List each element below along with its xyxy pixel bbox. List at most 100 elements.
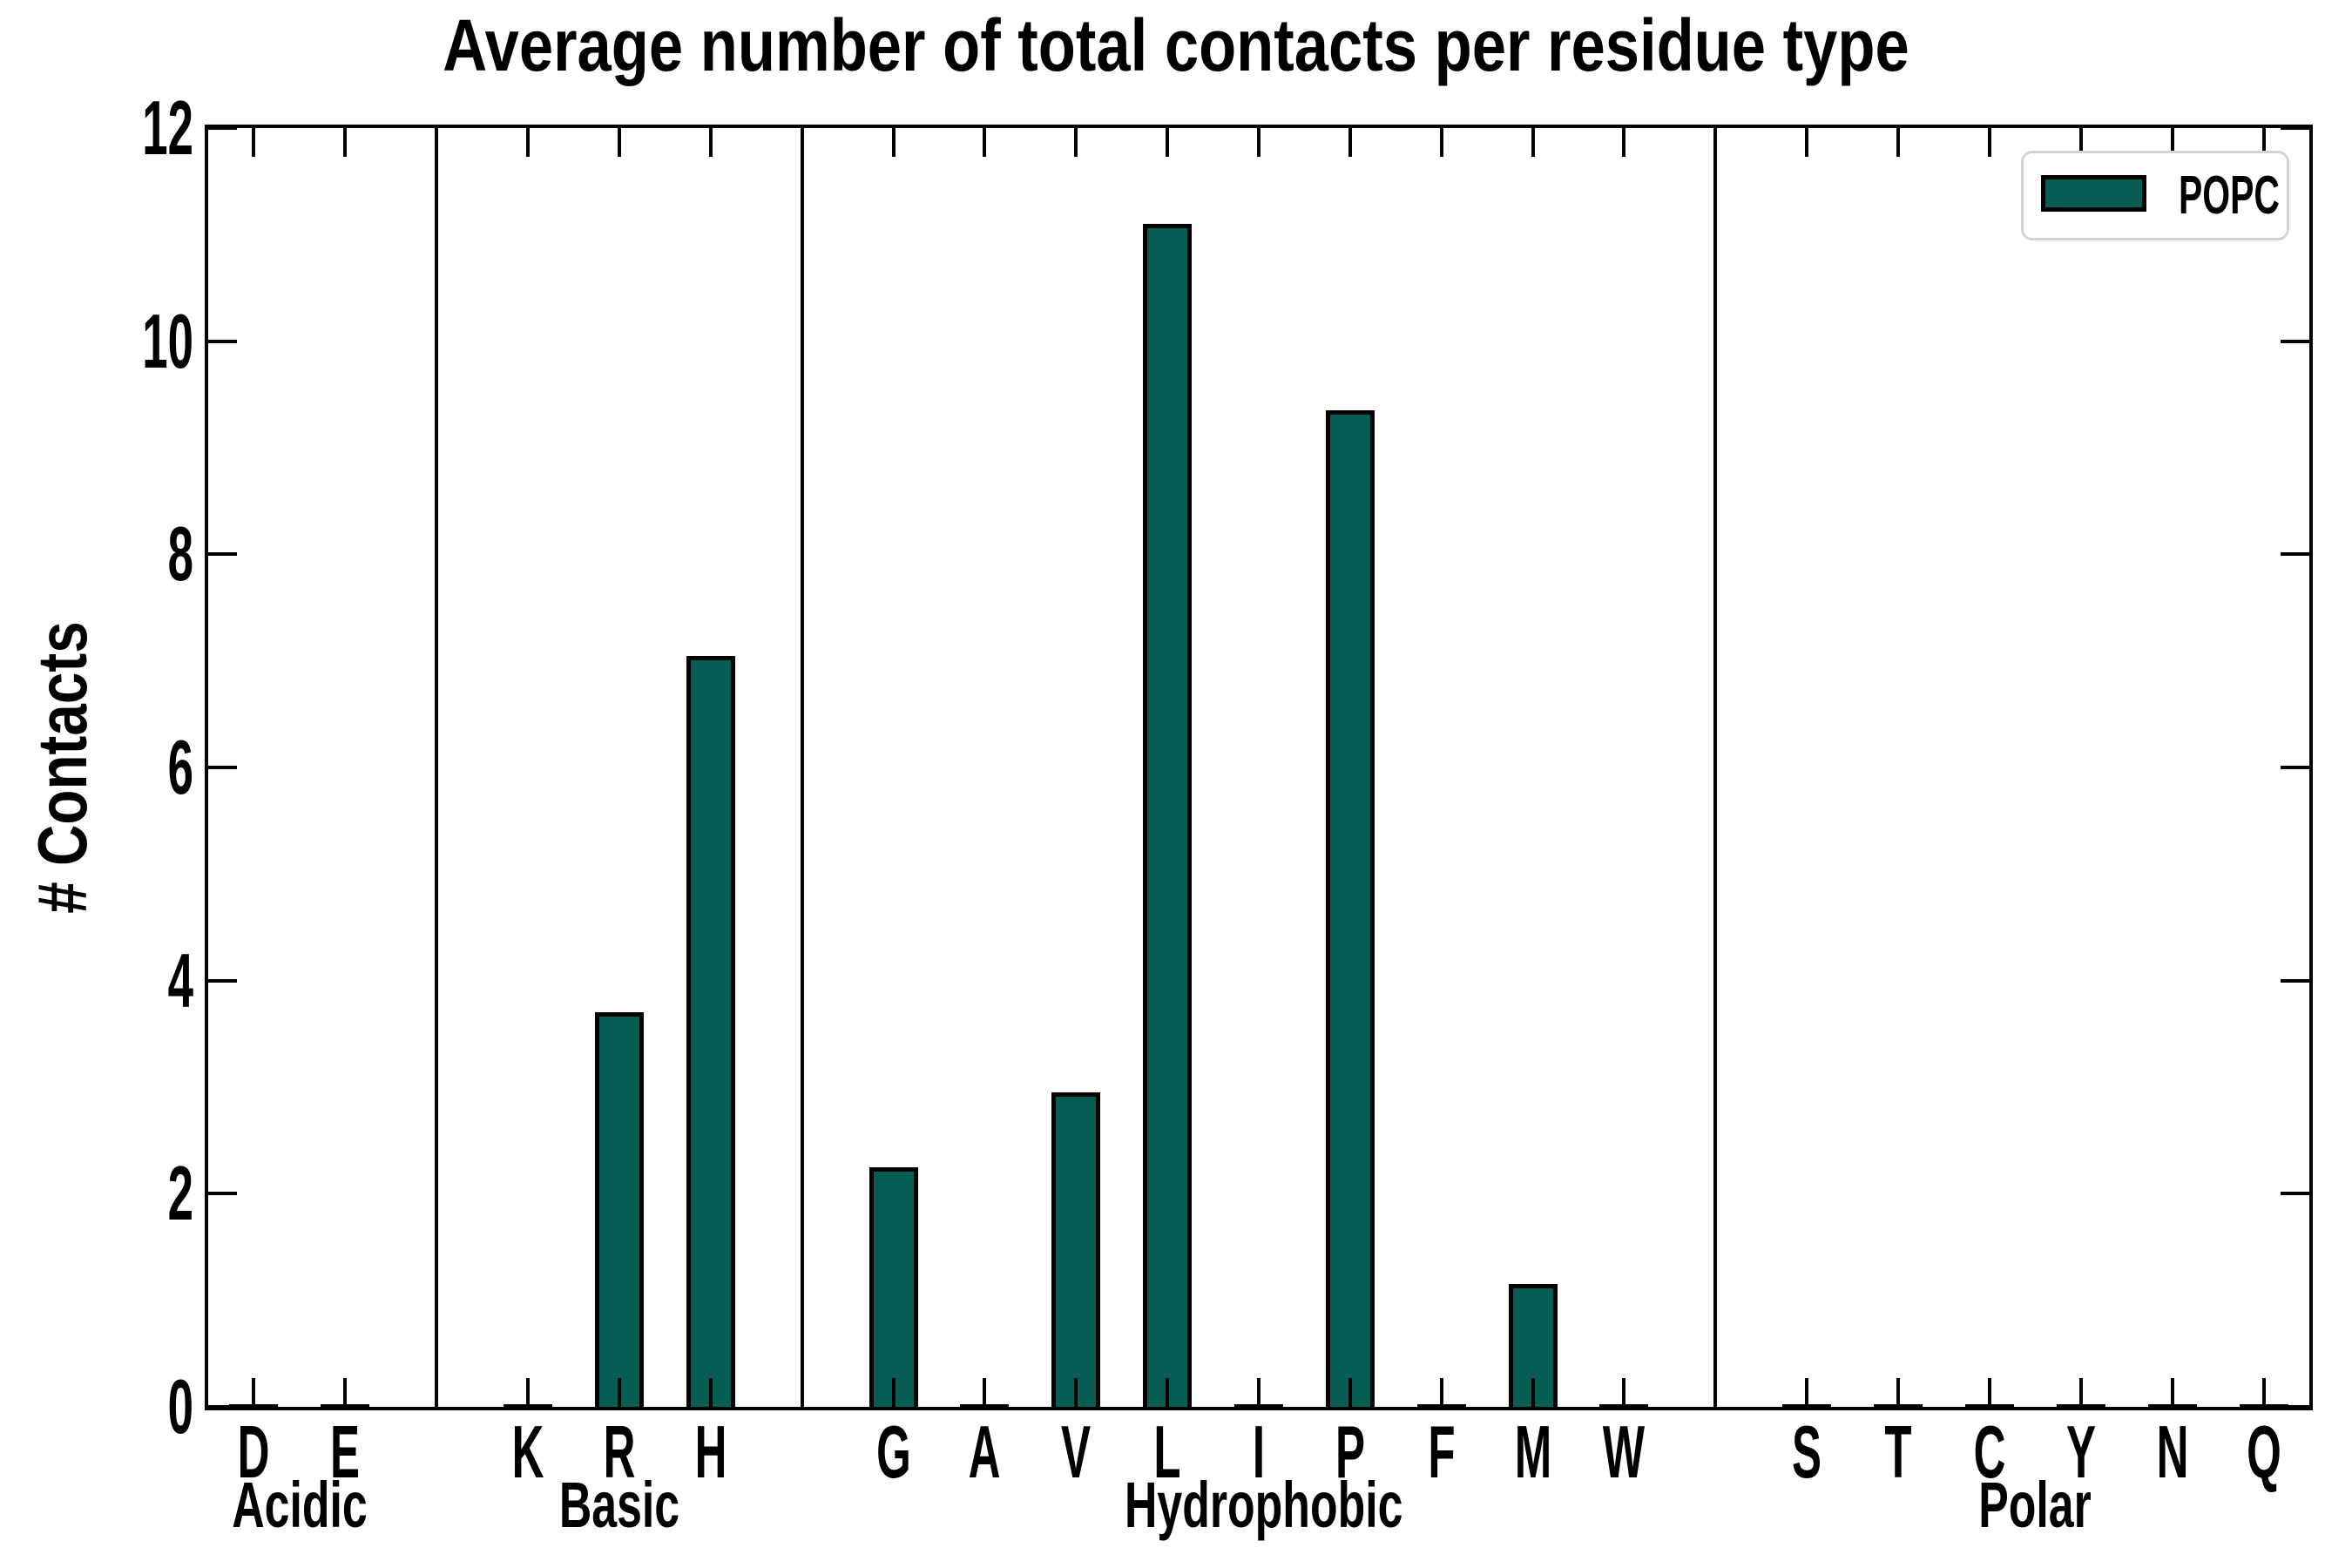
group-divider-3 <box>1713 128 1718 1407</box>
y-tick-label-12: 12 <box>142 84 193 171</box>
x-tick-label-C: C <box>1973 1411 2006 1494</box>
x-tick-label-E: E <box>330 1411 361 1494</box>
y-axis-label: # Contacts <box>24 621 101 914</box>
x-tick-bottom-E <box>343 1378 348 1407</box>
x-tick-bottom-K <box>526 1378 531 1407</box>
x-tick-bottom-G <box>891 1378 896 1407</box>
plot-area <box>205 125 2313 1410</box>
x-tick-top-S <box>1805 128 1809 157</box>
x-tick-top-A <box>983 128 987 157</box>
group-divider-2 <box>800 128 804 1407</box>
group-label-hydrophobic: Hydrophobic <box>1125 1469 1403 1541</box>
x-tick-top-V <box>1074 128 1078 157</box>
x-tick-top-P <box>1348 128 1352 157</box>
x-tick-bottom-Q <box>2261 1378 2266 1407</box>
x-tick-label-P: P <box>1335 1411 1365 1494</box>
x-tick-top-E <box>343 128 348 157</box>
x-tick-label-T: T <box>1884 1411 1912 1494</box>
x-tick-bottom-T <box>1896 1378 1901 1407</box>
x-tick-label-A: A <box>968 1411 1001 1494</box>
x-tick-label-G: G <box>875 1411 911 1494</box>
y-tick-label-10: 10 <box>142 297 193 384</box>
x-tick-top-N <box>2170 128 2174 157</box>
bar-R <box>594 1012 644 1407</box>
x-tick-label-S: S <box>1792 1411 1822 1494</box>
x-tick-top-F <box>1439 128 1443 157</box>
bar-K-zero <box>504 1404 553 1409</box>
bar-G <box>868 1167 918 1407</box>
group-label-polar: Polar <box>1978 1469 2092 1541</box>
x-tick-top-L <box>1166 128 1170 157</box>
y-tick-left-10 <box>208 339 237 343</box>
legend: POPC <box>2021 151 2289 240</box>
x-tick-top-R <box>617 128 621 157</box>
bar-A-zero <box>960 1404 1010 1409</box>
bar-I-zero <box>1234 1404 1283 1409</box>
x-tick-bottom-L <box>1166 1378 1170 1407</box>
bar-Y-zero <box>2056 1404 2105 1409</box>
x-tick-bottom-I <box>1257 1378 1260 1407</box>
x-tick-bottom-N <box>2170 1378 2174 1407</box>
bar-C-zero <box>1964 1404 2014 1409</box>
y-tick-label-2: 2 <box>167 1150 193 1237</box>
bar-S-zero <box>1782 1404 1832 1409</box>
legend-popc-swatch <box>2041 175 2146 212</box>
y-tick-right-2 <box>2281 1192 2309 1196</box>
bar-P <box>1325 410 1375 1407</box>
group-label-acidic: Acidic <box>232 1469 368 1541</box>
bar-N-zero <box>2147 1404 2197 1409</box>
x-tick-bottom-R <box>617 1378 621 1407</box>
x-tick-bottom-H <box>708 1378 713 1407</box>
x-tick-bottom-F <box>1439 1378 1443 1407</box>
x-tick-label-D: D <box>238 1411 270 1494</box>
x-tick-label-H: H <box>694 1411 727 1494</box>
x-tick-label-V: V <box>1061 1411 1092 1494</box>
bar-F-zero <box>1416 1404 1466 1409</box>
x-tick-label-W: W <box>1603 1411 1646 1494</box>
y-tick-left-4 <box>208 978 237 983</box>
x-tick-label-N: N <box>2156 1411 2189 1494</box>
x-tick-top-K <box>526 128 531 157</box>
y-tick-left-2 <box>208 1192 237 1196</box>
y-tick-label-0: 0 <box>167 1363 193 1450</box>
bar-H <box>686 656 735 1407</box>
x-tick-top-W <box>1622 128 1626 157</box>
x-tick-top-G <box>891 128 896 157</box>
y-tick-right-12 <box>2281 126 2309 130</box>
bar-D-zero <box>229 1404 279 1409</box>
y-tick-label-8: 8 <box>167 510 193 598</box>
y-tick-right-4 <box>2281 978 2309 983</box>
x-tick-bottom-D <box>252 1378 256 1407</box>
x-tick-bottom-V <box>1074 1378 1078 1407</box>
x-tick-top-H <box>708 128 713 157</box>
bar-V <box>1051 1092 1101 1407</box>
group-divider-1 <box>435 128 439 1407</box>
y-tick-left-0 <box>208 1405 237 1409</box>
x-tick-bottom-P <box>1348 1378 1352 1407</box>
bar-W-zero <box>1599 1404 1649 1409</box>
bar-T-zero <box>1874 1404 1923 1409</box>
legend-popc-label: POPC <box>2179 166 2280 226</box>
group-label-basic: Basic <box>558 1469 680 1541</box>
y-tick-label-4: 4 <box>167 936 193 1024</box>
bar-L <box>1143 224 1193 1407</box>
x-tick-label-R: R <box>603 1411 636 1494</box>
x-tick-top-Q <box>2261 128 2266 157</box>
x-tick-label-K: K <box>511 1411 544 1494</box>
x-tick-bottom-Y <box>2078 1378 2083 1407</box>
y-tick-left-12 <box>208 126 237 130</box>
y-tick-right-10 <box>2281 339 2309 343</box>
y-tick-left-8 <box>208 552 237 557</box>
x-tick-top-Y <box>2078 128 2083 157</box>
y-tick-label-6: 6 <box>167 724 193 810</box>
bar-E-zero <box>321 1404 370 1409</box>
x-tick-label-L: L <box>1153 1411 1181 1494</box>
x-tick-label-I: I <box>1252 1411 1266 1494</box>
x-tick-bottom-C <box>1987 1378 1991 1407</box>
bar-Q-zero <box>2239 1404 2288 1409</box>
chart-title: Average number of total contacts per res… <box>443 4 1909 86</box>
x-tick-bottom-S <box>1805 1378 1809 1407</box>
x-tick-top-T <box>1896 128 1901 157</box>
y-tick-right-8 <box>2281 552 2309 557</box>
